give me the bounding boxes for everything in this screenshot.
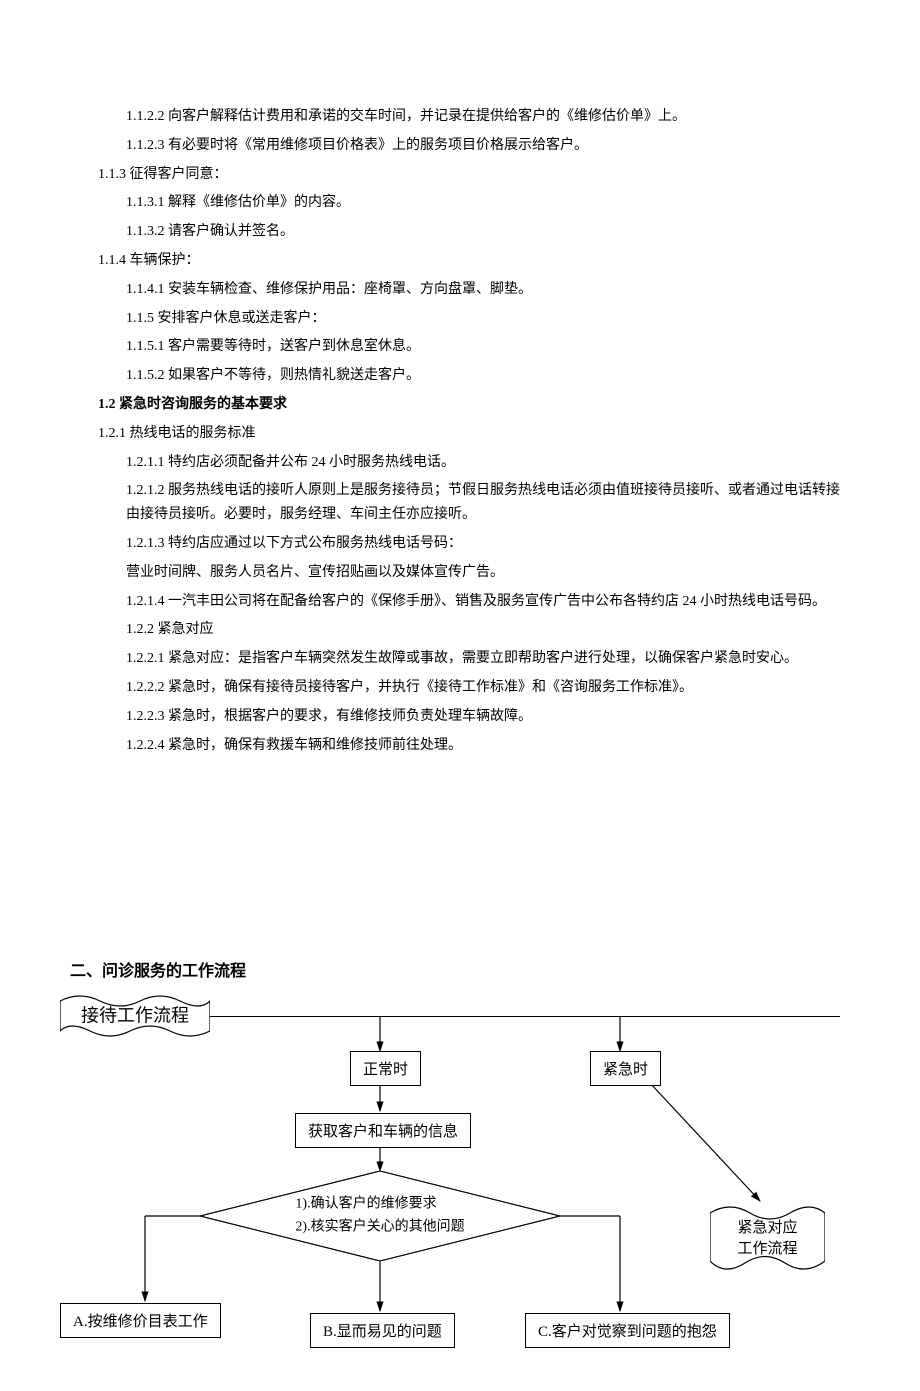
doc-line: 1.1.4.1 安装车辆检查、维修保护用品：座椅罩、方向盘罩、脚垫。 — [126, 278, 850, 302]
diamond-line2: 2).核实客户关心的其他问题 — [295, 1216, 464, 1238]
doc-line: 1.1.5.1 客户需要等待时，送客户到休息室休息。 — [126, 335, 850, 359]
doc-line: 1.1.3 征得客户同意： — [98, 163, 850, 187]
box-emergency-label: 紧急时 — [603, 1062, 648, 1078]
doc-line: 1.2.1 热线电话的服务标准 — [98, 422, 850, 446]
ribbon2-l1: 紧急对应 — [737, 1218, 797, 1239]
doc-line: 1.1.3.2 请客户确认并签名。 — [126, 220, 850, 244]
doc-line: 1.1.5.2 如果客户不等待，则热情礼貌送走客户。 — [126, 364, 850, 388]
doc-line: 1.1.2.3 有必要时将《常用维修项目价格表》上的服务项目价格展示给客户。 — [126, 134, 850, 158]
box-c-label: C.客户对觉察到问题的抱怨 — [538, 1324, 717, 1340]
doc-line: 1.2.1.1 特约店必须配备并公布 24 小时服务热线电话。 — [126, 451, 850, 475]
doc-line: 1.2.2 紧急对应 — [126, 618, 850, 642]
box-a-label: A.按维修价目表工作 — [73, 1314, 208, 1330]
doc-line: 1.1.5 安排客户休息或送走客户： — [126, 307, 850, 331]
doc-line: 营业时间牌、服务人员名片、宣传招贴画以及媒体宣传广告。 — [126, 561, 850, 585]
doc-line: 1.2.2.3 紧急时，根据客户的要求，有维修技师负责处理车辆故障。 — [126, 705, 850, 729]
box-b-label: B.显而易见的问题 — [323, 1324, 442, 1340]
doc-line: 1.1.4 车辆保护： — [98, 249, 850, 273]
diamond-decision: 1).确认客户的维修要求 2).核实客户关心的其他问题 — [200, 1171, 560, 1261]
box-normal: 正常时 — [350, 1051, 421, 1086]
box-emergency: 紧急时 — [590, 1051, 661, 1086]
diamond-text: 1).确认客户的维修要求 2).核实客户关心的其他问题 — [295, 1194, 464, 1239]
doc-line: 1.1.3.1 解释《维修估价单》的内容。 — [126, 191, 850, 215]
doc-line: 1.2.2.1 紧急对应：是指客户车辆突然发生故障或事故，需要立即帮助客户进行处… — [126, 647, 850, 671]
doc-line: 1.2.1.3 特约店应通过以下方式公布服务热线电话号码： — [126, 532, 850, 556]
box-b: B.显而易见的问题 — [310, 1313, 455, 1348]
doc-line: 1.2.2.4 紧急时，确保有救援车辆和维修技师前往处理。 — [126, 734, 850, 758]
doc-line: 1.2 紧急时咨询服务的基本要求 — [98, 393, 850, 417]
box-info: 获取客户和车辆的信息 — [295, 1113, 471, 1148]
section-title: 二、问诊服务的工作流程 — [70, 957, 850, 981]
box-normal-label: 正常时 — [363, 1062, 408, 1078]
flowchart: 接待工作流程 — [60, 991, 840, 1351]
ribbon-emergency: 紧急对应 工作流程 — [710, 1201, 825, 1276]
doc-line: 1.2.1.2 服务热线电话的接听人原则上是服务接待员；节假日服务热线电话必须由… — [126, 479, 850, 527]
ribbon2-l2: 工作流程 — [737, 1239, 797, 1260]
box-c: C.客户对觉察到问题的抱怨 — [525, 1313, 730, 1348]
ribbon-emergency-label: 紧急对应 工作流程 — [737, 1218, 797, 1260]
doc-line: 1.2.2.2 紧急时，确保有接待员接待客户，并执行《接待工作标准》和《咨询服务… — [126, 676, 850, 700]
box-info-label: 获取客户和车辆的信息 — [308, 1124, 458, 1140]
diamond-line1: 1).确认客户的维修要求 — [295, 1194, 464, 1216]
doc-line: 1.2.1.4 一汽丰田公司将在配备给客户的《保修手册》、销售及服务宣传广告中公… — [126, 590, 850, 614]
doc-line: 1.1.2.2 向客户解释估计费用和承诺的交车时间，并记录在提供给客户的《维修估… — [126, 105, 850, 129]
box-a: A.按维修价目表工作 — [60, 1303, 221, 1338]
